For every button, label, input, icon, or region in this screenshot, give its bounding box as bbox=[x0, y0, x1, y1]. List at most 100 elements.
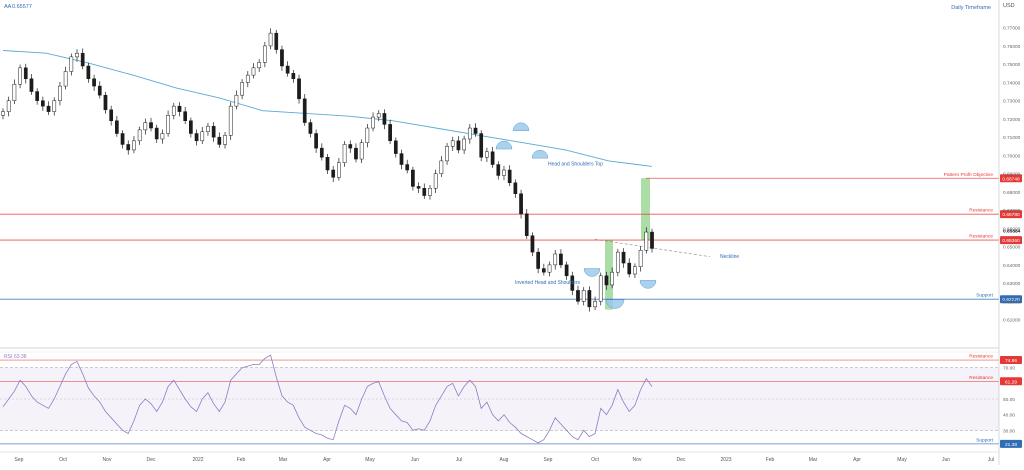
candle bbox=[604, 271, 609, 290]
candle bbox=[467, 124, 472, 144]
candle-body bbox=[149, 122, 153, 129]
level-name: Support bbox=[976, 293, 993, 299]
candle-body bbox=[479, 133, 484, 158]
candle-body bbox=[411, 169, 415, 187]
time-tick-label: 2023 bbox=[720, 457, 731, 463]
candle-body bbox=[524, 213, 529, 236]
candle-body bbox=[359, 142, 364, 160]
candle-body bbox=[274, 32, 279, 50]
candle bbox=[644, 227, 649, 254]
candle bbox=[428, 184, 432, 200]
moving-average bbox=[2, 50, 653, 167]
candle bbox=[422, 183, 427, 199]
candle bbox=[348, 140, 353, 153]
candle-body bbox=[177, 105, 182, 112]
candle bbox=[388, 119, 392, 145]
candle bbox=[524, 209, 529, 239]
candle bbox=[223, 132, 227, 149]
candle-body bbox=[428, 188, 432, 196]
candle-body bbox=[257, 62, 262, 69]
time-tick-label: 2022 bbox=[192, 457, 203, 463]
candle-body bbox=[183, 111, 188, 121]
candle bbox=[109, 105, 114, 126]
candle bbox=[18, 64, 22, 89]
rsi-level-value: 74.86 bbox=[1005, 358, 1017, 364]
candle bbox=[354, 143, 358, 163]
candle bbox=[615, 248, 620, 277]
price-tick-label: 0.73000 bbox=[1003, 99, 1021, 105]
candle-body bbox=[228, 105, 233, 136]
price-tick-label: 0.74000 bbox=[1003, 80, 1021, 86]
candle bbox=[86, 62, 91, 83]
candle bbox=[189, 117, 193, 138]
candle-body bbox=[251, 67, 256, 76]
candle-body bbox=[92, 78, 96, 87]
candle bbox=[251, 63, 256, 79]
candle bbox=[621, 248, 626, 268]
candle bbox=[564, 261, 569, 280]
moving-average-line bbox=[2, 50, 653, 167]
candle-body bbox=[644, 231, 649, 251]
candle-body bbox=[189, 120, 193, 134]
pattern-height-bar bbox=[605, 240, 613, 310]
candle bbox=[132, 136, 136, 154]
candle-body bbox=[348, 144, 353, 149]
candles bbox=[1, 28, 654, 312]
candle-body bbox=[319, 147, 324, 158]
candle-body bbox=[541, 268, 546, 273]
candle bbox=[553, 249, 558, 270]
candle bbox=[46, 101, 51, 115]
head-marker bbox=[512, 122, 530, 132]
candle-body bbox=[473, 127, 478, 134]
candle bbox=[126, 140, 131, 155]
time-tick-label: Sep bbox=[544, 457, 553, 463]
candle-body bbox=[143, 122, 148, 131]
candle-body bbox=[570, 275, 575, 291]
candle bbox=[593, 296, 597, 311]
price-tick-label: 0.64000 bbox=[1003, 263, 1021, 269]
candle-body bbox=[331, 169, 336, 178]
neckline-dashed-line bbox=[594, 238, 711, 258]
candle bbox=[274, 29, 279, 54]
time-tick-label: Mar bbox=[809, 457, 818, 463]
candle bbox=[559, 249, 563, 269]
time-tick-label: Nov bbox=[103, 457, 112, 463]
candle bbox=[382, 109, 387, 130]
candle-body bbox=[268, 32, 273, 47]
candle-body bbox=[194, 133, 199, 142]
candle bbox=[502, 165, 506, 181]
candle-body bbox=[507, 169, 512, 184]
candle bbox=[587, 286, 592, 312]
candle-body bbox=[285, 65, 290, 74]
candle-body bbox=[12, 83, 17, 101]
right-shoulder-marker bbox=[531, 149, 549, 159]
time-tick-label: Dec bbox=[147, 457, 156, 463]
candle bbox=[103, 91, 108, 114]
candle bbox=[183, 106, 188, 125]
time-tick-label: Feb bbox=[237, 457, 246, 463]
candle-body bbox=[621, 251, 626, 264]
instrument-label: AA bbox=[4, 4, 12, 10]
candle-body bbox=[405, 164, 410, 171]
time-tick-label: Apr bbox=[323, 457, 331, 463]
candle bbox=[627, 258, 632, 278]
level-name: Pattern Profit Objective bbox=[944, 172, 994, 178]
price-tick-label: 0.61000 bbox=[1003, 318, 1021, 324]
price-tick-label: 0.66000 bbox=[1003, 226, 1021, 232]
rsi-level-name: Resistance bbox=[969, 375, 993, 381]
candle-body bbox=[633, 266, 637, 275]
candle-body bbox=[314, 133, 318, 149]
rsi-level-tag bbox=[1000, 439, 1022, 448]
candle-body bbox=[467, 127, 472, 140]
annotation-head-and-shoulders-top: Head and Shoulders Top bbox=[548, 162, 603, 168]
candle-body bbox=[587, 290, 592, 308]
inverted-right-shoulder-marker bbox=[639, 280, 657, 289]
candle bbox=[166, 110, 170, 137]
candle bbox=[490, 147, 495, 168]
candle bbox=[570, 271, 575, 296]
candle-body bbox=[610, 271, 614, 286]
candle bbox=[280, 45, 284, 71]
candle bbox=[63, 66, 68, 90]
candle-body bbox=[132, 140, 136, 151]
